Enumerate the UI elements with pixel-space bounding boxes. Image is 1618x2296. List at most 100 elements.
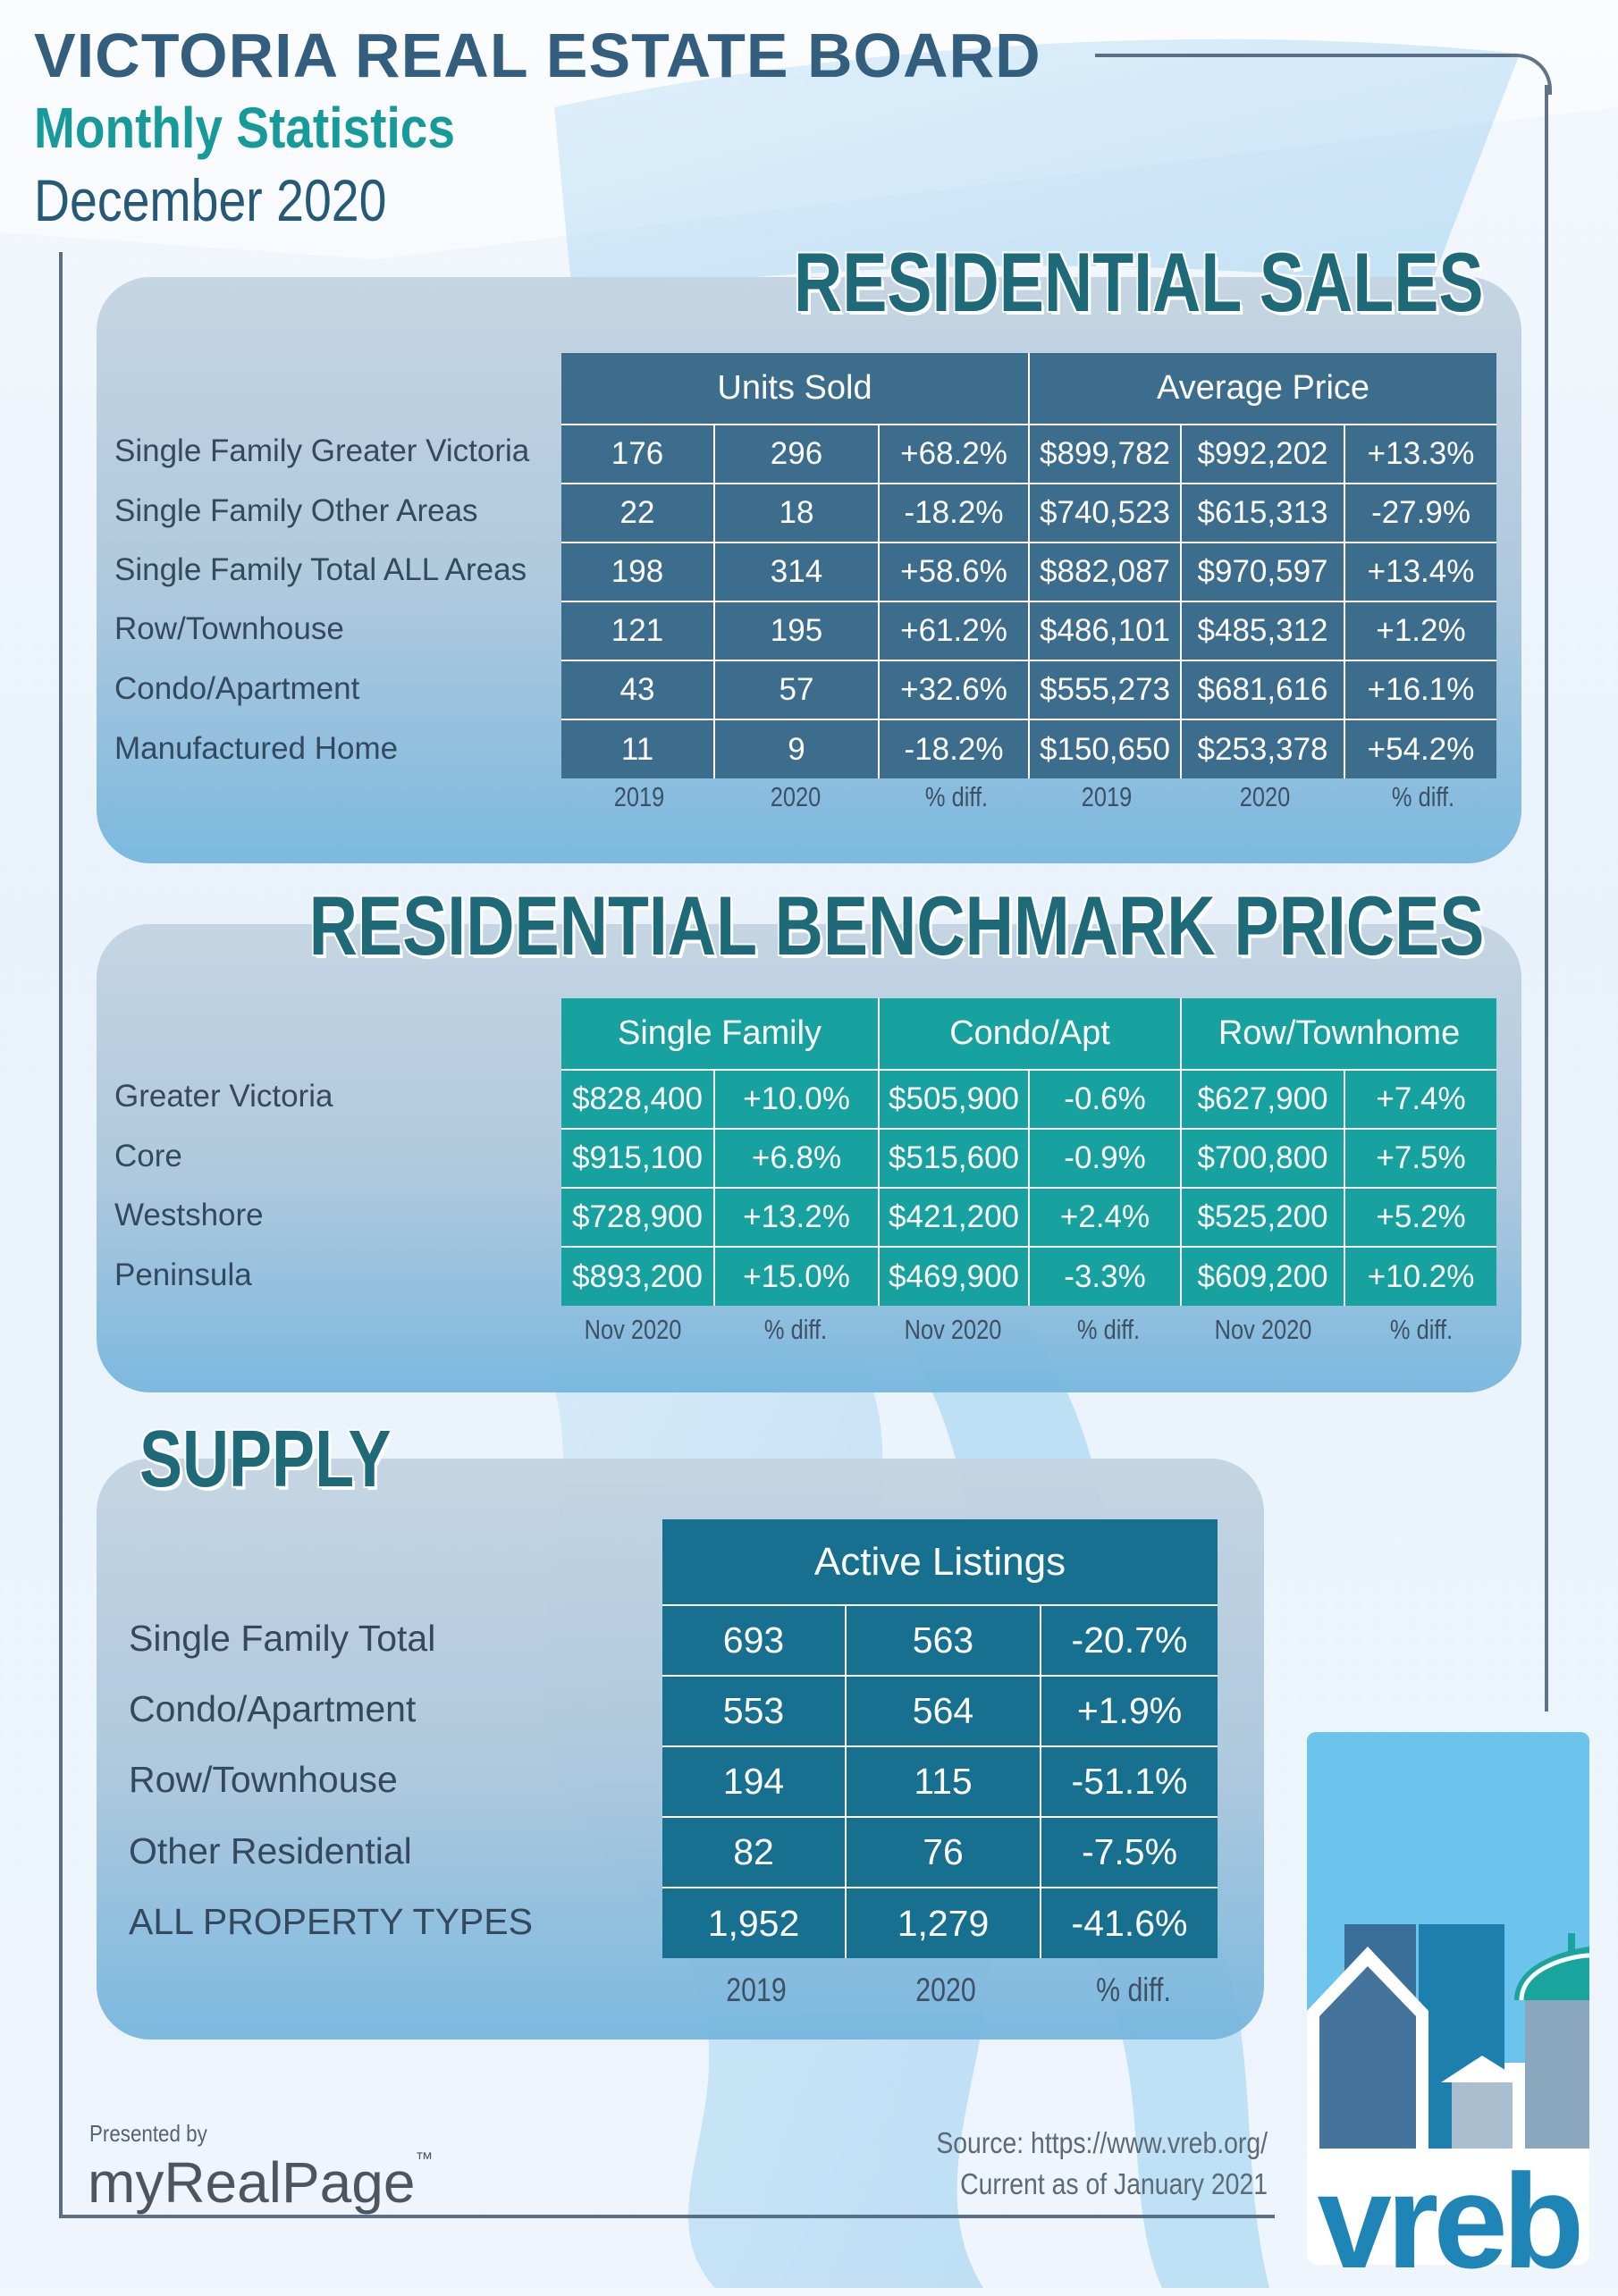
table-cell: 296 [713,424,880,484]
table-cell: $700,800 [1180,1128,1346,1189]
table-cell: +10.2% [1344,1246,1497,1306]
table-cell: 564 [845,1675,1041,1747]
sales-row-label: Row/Townhouse [114,611,344,646]
benchmark-row-label: Peninsula [114,1257,252,1292]
column-footer-label: % diff. [1389,1314,1454,1345]
table-cell: +58.6% [877,542,1031,602]
benchmark-row-label: Greater Victoria [114,1079,333,1114]
table-row: 198 314 +58.6% $882,087 $970,597 +13.4% [561,542,1497,602]
table-cell: +10.0% [712,1069,881,1130]
table-cell: $728,900 [561,1187,715,1248]
table-cell: -0.9% [1028,1128,1183,1189]
table-row: 1,952 1,279 -41.6% [662,1887,1218,1958]
table-row: 194 115 -51.1% [662,1745,1218,1818]
table-row: 693 563 -20.7% [662,1604,1218,1677]
table-cell: $899,782 [1028,424,1183,484]
table-cell: 195 [713,601,880,661]
frame-line-top [1095,54,1515,57]
supply-header-active-listings: Active Listings [662,1519,1218,1606]
table-row: 11 9 -18.2% $150,650 $253,378 +54.2% [561,719,1497,778]
supply-row-label: Single Family Total [129,1618,436,1659]
table-cell: $627,900 [1180,1069,1346,1130]
benchmark-table: Single Family Condo/Apt Row/Townhome $82… [561,998,1497,1306]
table-cell: 82 [662,1816,847,1888]
table-cell: 22 [561,483,715,543]
table-cell: $469,900 [878,1246,1031,1306]
table-cell: $828,400 [561,1069,715,1130]
table-cell: 43 [561,660,715,720]
column-footer-label: % diff. [763,1314,828,1345]
sales-header-average-price: Average Price [1028,353,1497,425]
table-cell: $882,087 [1028,542,1183,602]
table-cell: -18.2% [877,719,1031,778]
table-cell: -7.5% [1039,1816,1218,1888]
table-cell: $505,900 [878,1069,1031,1130]
table-cell: +15.0% [712,1246,881,1306]
table-cell: $893,200 [561,1246,715,1306]
table-cell: $253,378 [1180,719,1346,778]
table-cell: 198 [561,542,715,602]
table-cell: 563 [845,1604,1041,1677]
frame-line-left [59,252,63,2218]
table-cell: $421,200 [878,1187,1031,1248]
column-footer-label: % diff. [924,781,989,812]
column-footer-label: 2019 [726,1972,787,2008]
table-cell: +2.4% [1028,1187,1183,1248]
table-cell: 121 [561,601,715,661]
benchmark-section-title: RESIDENTIAL BENCHMARK PRICES [308,879,1484,972]
table-row: $893,200 +15.0% $469,900 -3.3% $609,200 … [561,1246,1497,1306]
table-cell: -27.9% [1344,483,1497,543]
page-title: VICTORIA REAL ESTATE BOARD [34,21,1041,90]
sales-table: Units Sold Average Price 176 296 +68.2% … [561,353,1497,778]
supply-row-label: ALL PROPERTY TYPES [129,1901,533,1942]
table-row: 22 18 -18.2% $740,523 $615,313 -27.9% [561,483,1497,543]
benchmark-header-single-family: Single Family [561,998,881,1071]
frame-line-bottom [59,2215,1275,2218]
table-cell: $740,523 [1028,483,1183,543]
table-cell: +16.1% [1344,660,1497,720]
myrealpage-logo: myRealPage™ [88,2149,433,2216]
table-cell: +32.6% [877,660,1031,720]
table-cell: 115 [845,1745,1041,1818]
column-footer-label: % diff. [1076,1314,1141,1345]
sales-row-label: Condo/Apartment [114,671,360,706]
table-cell: $485,312 [1180,601,1346,661]
supply-table: Active Listings 693 563 -20.7% 553 564 +… [662,1519,1218,1958]
table-cell: +68.2% [877,424,1031,484]
table-cell: $681,616 [1180,660,1346,720]
table-cell: $555,273 [1028,660,1183,720]
table-cell: $992,202 [1180,424,1346,484]
sales-row-label: Manufactured Home [114,731,399,766]
table-row: $828,400 +10.0% $505,900 -0.6% $627,900 … [561,1069,1497,1130]
table-row: 553 564 +1.9% [662,1675,1218,1747]
table-cell: 76 [845,1816,1041,1888]
column-footer-label: Nov 2020 [584,1314,682,1345]
table-cell: +6.8% [712,1128,881,1189]
table-cell: -3.3% [1028,1246,1183,1306]
source-url: Source: https://www.vreb.org/ [936,2126,1268,2159]
table-cell: +1.2% [1344,601,1497,661]
table-row: 176 296 +68.2% $899,782 $992,202 +13.3% [561,424,1497,484]
column-footer-label: 2019 [613,781,665,812]
supply-row-label: Other Residential [129,1830,412,1871]
vreb-buildings-icon [1307,1732,1589,2265]
supply-row-label: Row/Townhouse [129,1759,398,1800]
sales-section-title: RESIDENTIAL SALES [794,235,1484,329]
benchmark-row-label: Core [114,1139,182,1173]
brand-name: RealPage [164,2150,416,2215]
table-cell: $525,200 [1180,1187,1346,1248]
column-footer-label: 2020 [770,781,822,812]
table-cell: +13.2% [712,1187,881,1248]
source-date: Current as of January 2021 [960,2167,1268,2200]
table-cell: -51.1% [1039,1745,1218,1818]
table-cell: $486,101 [1028,601,1183,661]
report-period: December 2020 [34,167,387,233]
table-cell: $970,597 [1180,542,1346,602]
brand-prefix: my [88,2150,164,2215]
column-footer-label: % diff. [1391,781,1455,812]
table-cell: +61.2% [877,601,1031,661]
table-cell: $615,313 [1180,483,1346,543]
table-cell: +13.3% [1344,424,1497,484]
sales-row-label: Single Family Total ALL Areas [114,552,527,587]
table-cell: +13.4% [1344,542,1497,602]
